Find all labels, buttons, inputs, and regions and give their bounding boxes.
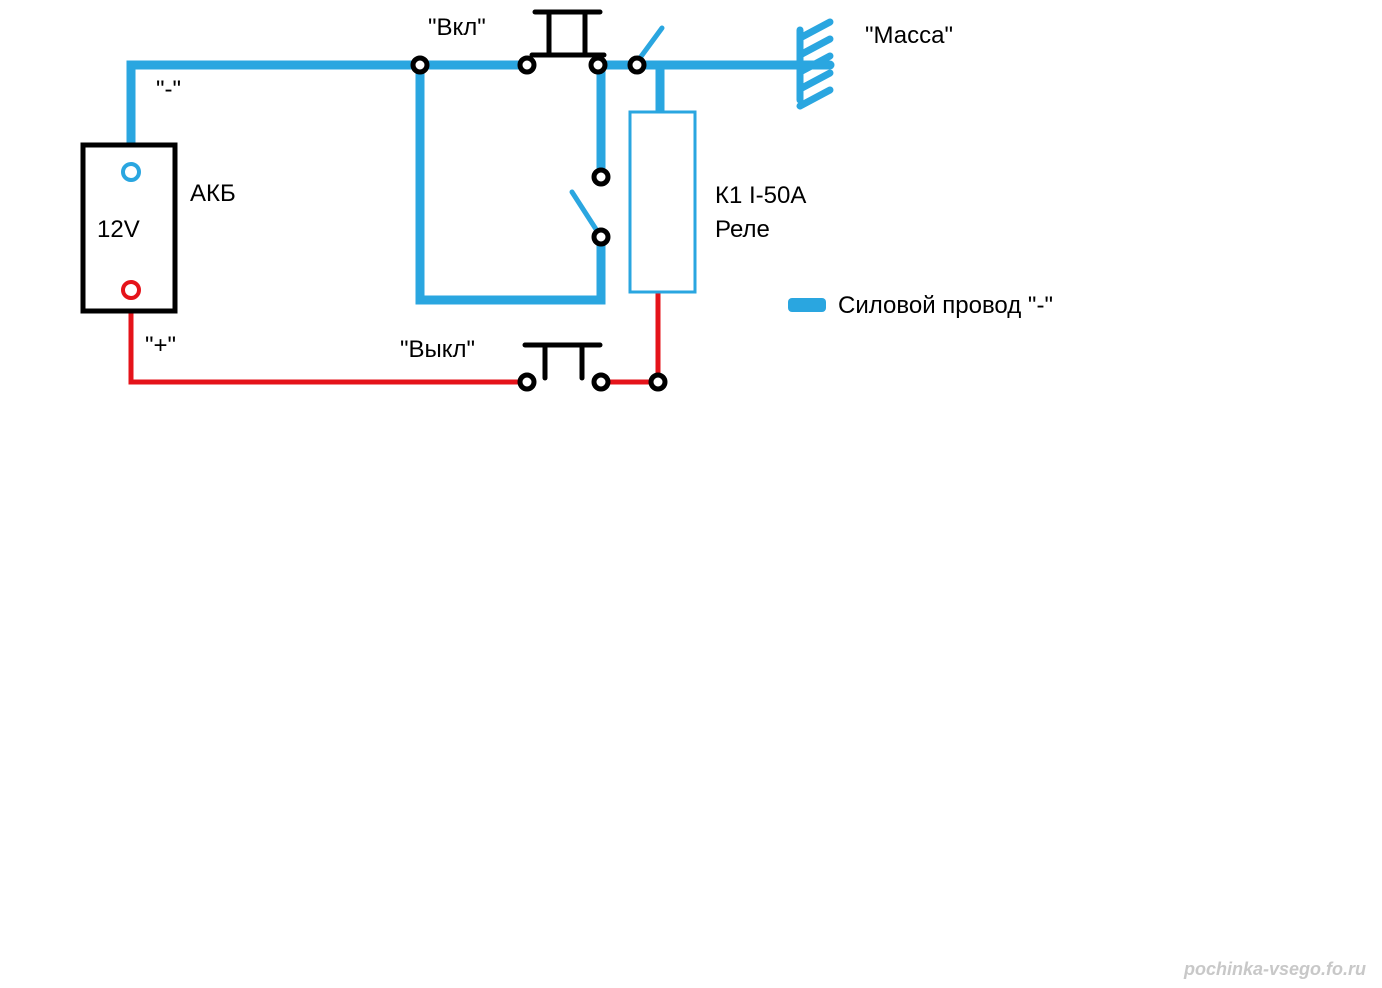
legend-swatch	[788, 298, 826, 312]
plus-label: "+"	[145, 332, 176, 360]
ground-label: "Масса"	[865, 22, 953, 50]
switch-on-symbol	[532, 12, 604, 55]
battery-name-label: АКБ	[190, 180, 236, 208]
circuit-diagram	[0, 0, 1382, 988]
switch-off-label: "Выкл"	[400, 336, 475, 364]
legend-label: Силовой провод "-"	[838, 292, 1053, 320]
battery-voltage-label: 12V	[97, 216, 140, 244]
relay-label-1: К1 I-50A	[715, 182, 806, 210]
watermark-text: pochinka-vsego.fo.ru	[1184, 959, 1366, 980]
switch-off-symbol	[525, 345, 600, 378]
battery-pos-terminal	[123, 282, 139, 298]
relay-box	[630, 112, 695, 292]
battery-neg-terminal	[123, 164, 139, 180]
relay-label-2: Реле	[715, 216, 770, 244]
minus-label: "-"	[156, 76, 181, 104]
switch-on-label: "Вкл"	[428, 14, 486, 42]
